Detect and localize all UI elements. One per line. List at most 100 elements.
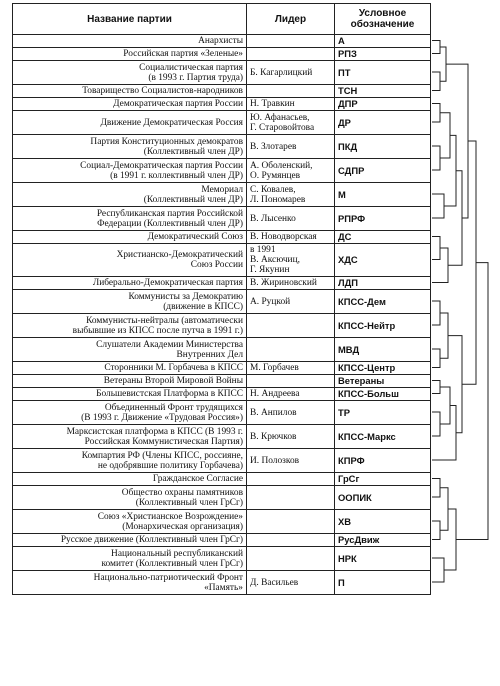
leader-cell: Ю. Афанасьев, Г. Старовойтова	[246, 110, 335, 135]
leader-cell: Д. Васильев	[246, 570, 335, 595]
party-cell: Русское движение (Коллективный член ГрСг…	[12, 533, 247, 547]
abbr-cell: ХВ	[334, 509, 431, 534]
table-row: Слушатели Академии Министерства Внутренни…	[12, 337, 431, 362]
tree-branch	[432, 145, 441, 171]
table-row: Российская партия «Зеленые» РПЗ	[12, 47, 431, 61]
tree-branch	[448, 170, 463, 266]
tree-branch	[462, 140, 477, 385]
party-cell: Большевистская Платформа в КПСС	[12, 387, 247, 401]
party-cell: Республиканская партия Российской Федерац…	[12, 206, 247, 231]
tree-branch	[444, 508, 457, 571]
party-cell: Гражданское Согласие	[12, 472, 247, 486]
abbr-cell: СДПР	[334, 158, 431, 183]
leader-cell: М. Горбачев	[246, 361, 335, 375]
leader-cell: Б. Кагарлицкий	[246, 60, 335, 85]
abbr-cell: ГрСг	[334, 472, 431, 486]
party-cell: Демократическая партия России	[12, 97, 247, 111]
abbr-cell: ПКД	[334, 134, 431, 159]
leader-cell	[246, 546, 335, 571]
tree-branch	[456, 262, 489, 540]
leader-cell: Н. Травкин	[246, 97, 335, 111]
abbr-cell: ЛДП	[334, 276, 431, 290]
abbr-cell: М	[334, 182, 431, 207]
tree-branch	[440, 112, 451, 159]
table-row: Русское движение (Коллективный член ГрСг…	[12, 533, 431, 547]
leader-cell	[246, 34, 335, 48]
table-row: Анархисты А	[12, 34, 431, 48]
party-cell: Сторонники М. Горбачева в КПСС	[12, 361, 247, 375]
leader-cell	[246, 337, 335, 362]
leader-cell: А. Оболенский, О. Румянцев	[246, 158, 335, 183]
tree-branch	[432, 557, 445, 583]
table-row: Республиканская партия Российской Федерац…	[12, 206, 431, 231]
table-row: Движение Демократическая Россия Ю. Афанас…	[12, 110, 431, 135]
table-row: Национально-патриотический Фронт «Память»…	[12, 570, 431, 595]
party-cell: Общество охраны памятников (Коллективный …	[12, 485, 247, 510]
tree-branch	[432, 193, 445, 219]
abbr-cell: ТР	[334, 400, 431, 425]
tree-branch	[432, 300, 441, 326]
tree-branch	[440, 46, 447, 82]
party-cell: Объединенный Фронт трудящихся (В 1993 г. …	[12, 400, 247, 425]
abbr-cell: МВД	[334, 337, 431, 362]
abbr-cell: ТСН	[334, 84, 431, 98]
abbr-cell: Ветераны	[334, 374, 431, 388]
abbr-cell: РПРФ	[334, 206, 431, 231]
abbr-cell: КПСС-Нейтр	[334, 313, 431, 338]
table-row: Сторонники М. Горбачева в КПСС М. Горбаче…	[12, 361, 431, 375]
party-cell: Мемориал (Коллективный член ДР)	[12, 182, 247, 207]
tree-branch	[432, 71, 441, 91]
table-row: Социалистическая партия (в 1993 г. Партия…	[12, 60, 431, 85]
table-row: Объединенный Фронт трудящихся (В 1993 г. …	[12, 400, 431, 425]
leader-cell: В. Анпилов	[246, 400, 335, 425]
leader-cell: В. Лысенко	[246, 206, 335, 231]
abbr-cell: НРК	[334, 546, 431, 571]
abbr-cell: РусДвиж	[334, 533, 431, 547]
party-cell: Коммунисты-нейтралы (автоматически выбывш…	[12, 313, 247, 338]
abbr-cell: РПЗ	[334, 47, 431, 61]
leader-cell: В. Жириновский	[246, 276, 335, 290]
abbr-cell: КПСС-Центр	[334, 361, 431, 375]
tree-branch	[432, 520, 441, 540]
table-row: Коммунисты за Демократию (движение в КПСС…	[12, 289, 431, 314]
leader-cell	[246, 533, 335, 547]
party-cell: Либерально-Демократическая партия	[12, 276, 247, 290]
leader-cell	[246, 313, 335, 338]
tree-branch	[444, 134, 457, 207]
leader-cell	[246, 472, 335, 486]
table-row: Партия Конституционных демократов (Коллек…	[12, 134, 431, 159]
party-cell: Компартия РФ (Члены КПСС, россияне, не од…	[12, 448, 247, 473]
party-cell: Национальный республиканский комитет (Кол…	[12, 546, 247, 571]
party-cell: Российская партия «Зеленые»	[12, 47, 247, 61]
table-body: Анархисты А Российская партия «Зеленые» РПЗ…	[12, 34, 431, 595]
table-row: Гражданское Согласие ГрСг	[12, 472, 431, 486]
table-row: Общество охраны памятников (Коллективный …	[12, 485, 431, 510]
header-leader: Лидер	[246, 3, 335, 35]
abbr-cell: ДС	[334, 230, 431, 244]
abbr-cell: КПРФ	[334, 448, 431, 473]
party-cell: Движение Демократическая Россия	[12, 110, 247, 135]
parties-table: Название партии Лидер Условное обозначен…	[12, 3, 431, 595]
tree-branch	[432, 103, 441, 123]
table-row: Марксистская платформа в КПСС (В 1993 г.…	[12, 424, 431, 449]
party-cell: Христианско-Демократический Союз России	[12, 243, 247, 277]
party-cell: Анархисты	[12, 34, 247, 48]
abbr-cell: ООПИК	[334, 485, 431, 510]
party-cell: Коммунисты за Демократию (движение в КПСС…	[12, 289, 247, 314]
leader-cell	[246, 485, 335, 510]
table-row: Большевистская Платформа в КПСС Н. Андрее…	[12, 387, 431, 401]
tree-branch	[448, 335, 463, 434]
party-cell: Партия Конституционных демократов (Коллек…	[12, 134, 247, 159]
table-row: Демократическая партия России Н. Травкин Д…	[12, 97, 431, 111]
table-row: Национальный республиканский комитет (Кол…	[12, 546, 431, 571]
table-row: Демократический Союз В. Новодворская ДС	[12, 230, 431, 244]
party-cell: Социалистическая партия (в 1993 г. Партия…	[12, 60, 247, 85]
table-row: Либерально-Демократическая партия В. Жири…	[12, 276, 431, 290]
party-cell: Социал-Демократическая партия России (в 1…	[12, 158, 247, 183]
tree-branch	[432, 478, 441, 498]
tree-branch	[432, 348, 441, 368]
tree-branch	[440, 487, 449, 531]
leader-cell: В. Новодворская	[246, 230, 335, 244]
leader-cell: И. Полозков	[246, 448, 335, 473]
party-cell: Союз «Христианское Возрождение» (Монархич…	[12, 509, 247, 534]
